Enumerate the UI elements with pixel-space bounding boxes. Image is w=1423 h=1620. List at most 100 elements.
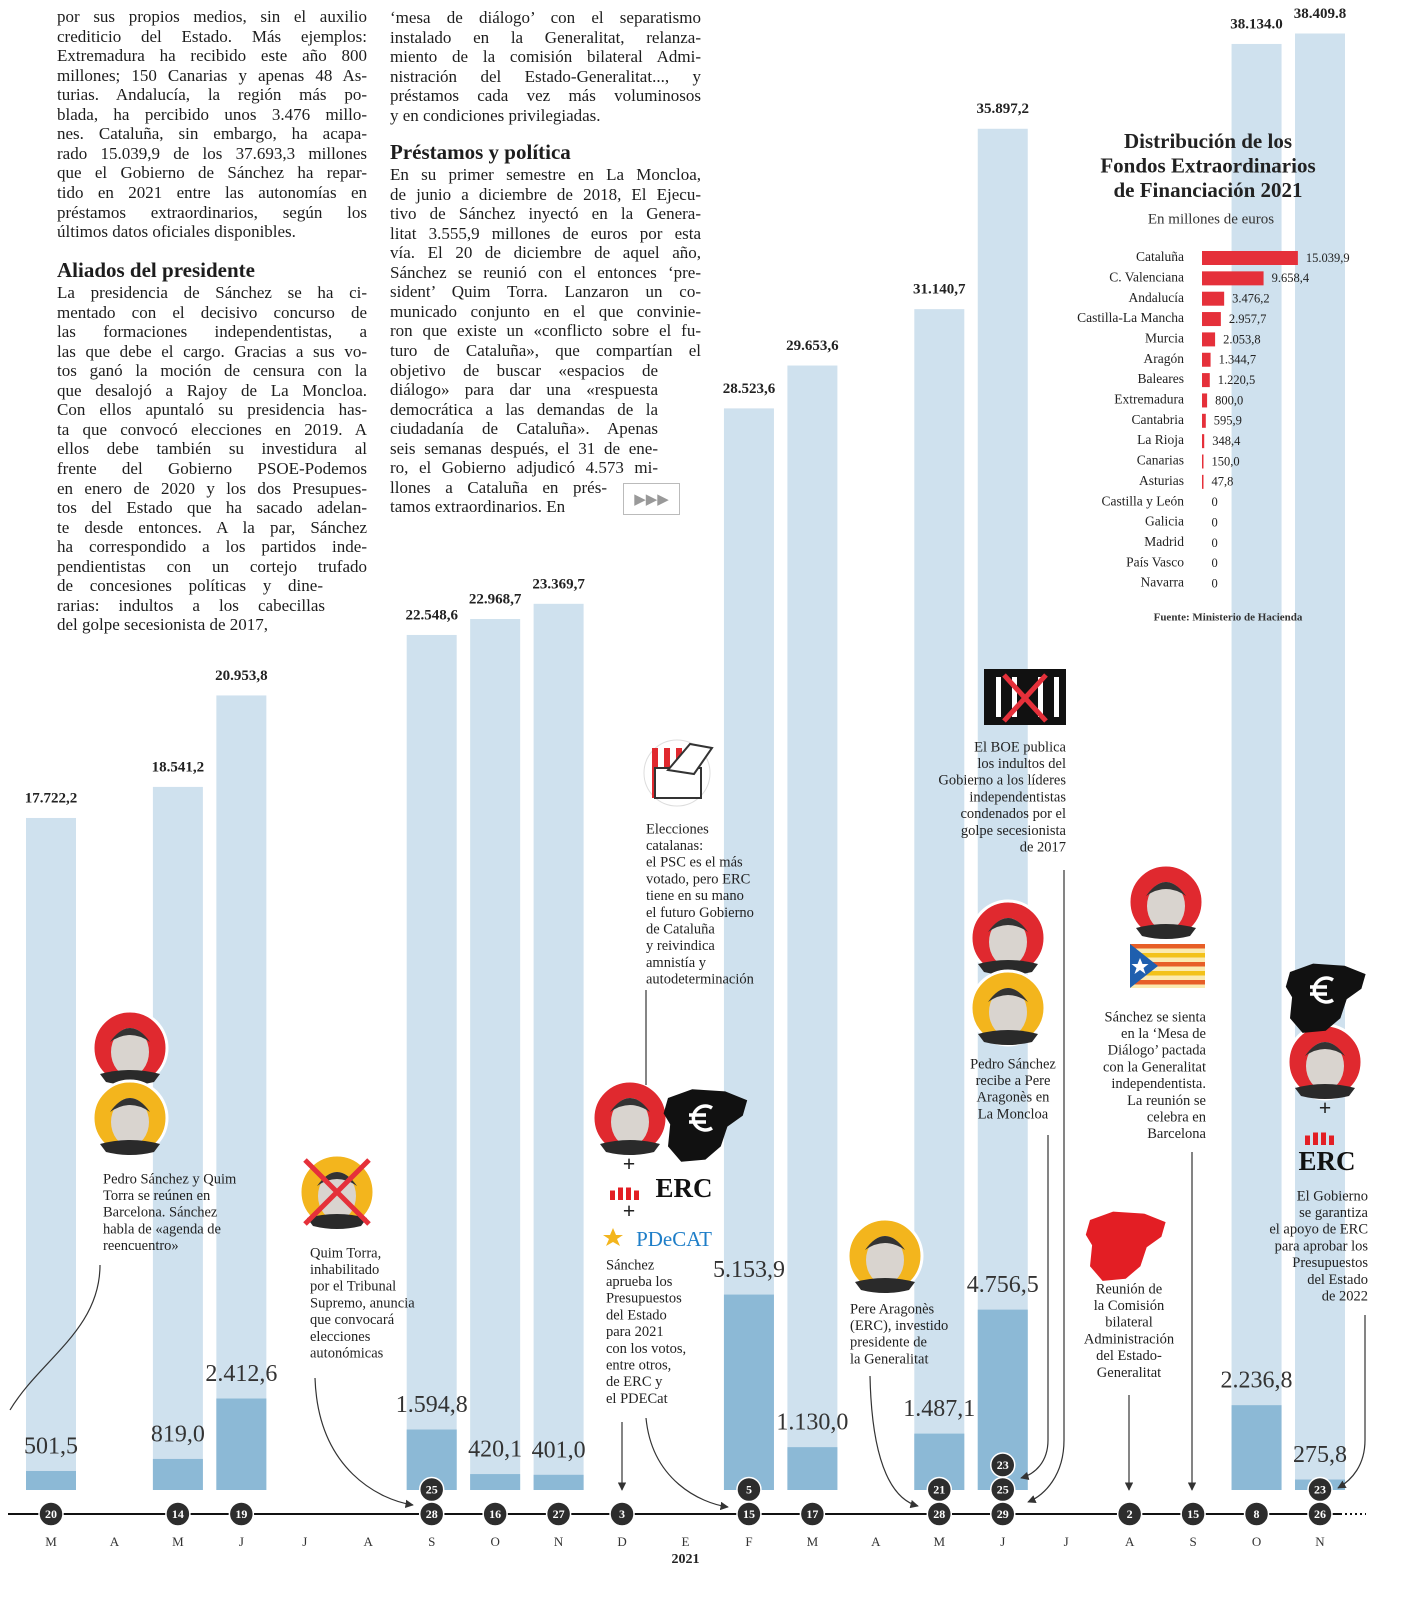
annotation: del Estado xyxy=(606,1307,667,1323)
article-line: nistración del Estado-Generalitat..., y xyxy=(390,67,701,87)
article-line: sident’ Quim Torra. Lanzaron un co- xyxy=(390,282,701,302)
article-line: democrática a las demandas de la xyxy=(390,400,658,420)
annotation: presidente de xyxy=(850,1335,927,1351)
bar xyxy=(787,1447,837,1490)
annotation: Pedro Sánchez xyxy=(970,1056,1056,1072)
date-label: 27 xyxy=(553,1507,565,1521)
article-line: por sus propios medios, sin el auxilio xyxy=(57,7,367,27)
article-line: ron que existe un «conflicto sobre el fu… xyxy=(390,321,701,341)
inset-category: Canarias xyxy=(1137,453,1184,468)
x-tick-label: N xyxy=(554,1534,564,1549)
date-label: 28 xyxy=(933,1507,945,1521)
date-label: 5 xyxy=(746,1482,752,1496)
value-label: 18.541,2 xyxy=(152,759,205,775)
article-line: ha correspondido a los partidos inde- xyxy=(57,537,367,557)
inset-category: Galicia xyxy=(1145,514,1184,529)
value-label: 401,0 xyxy=(532,1437,586,1463)
value-label: 22.968,7 xyxy=(469,591,522,607)
bar xyxy=(724,1295,774,1490)
inset-category: País Vasco xyxy=(1126,554,1184,569)
annotation: Administración xyxy=(1084,1331,1175,1347)
annotation: se garantiza xyxy=(1299,1205,1368,1221)
article-heading: Préstamos y política xyxy=(390,140,571,164)
value-label: 38.409.8 xyxy=(1294,6,1347,22)
indultos-bar xyxy=(1054,677,1059,717)
article-line: ‘mesa de diálogo’ con el separatismo xyxy=(390,8,701,28)
annotation: golpe secesionista xyxy=(961,823,1067,839)
inset-title: Fondos Extraordinarios xyxy=(1100,153,1315,177)
inset-category: Extremadura xyxy=(1114,392,1184,407)
article-line: frente del Gobierno PSOE-Podemos xyxy=(57,459,367,479)
article-line: blada, ha percibido unos 3.476 millo- xyxy=(57,105,367,125)
bar xyxy=(787,366,837,1490)
date-label: 3 xyxy=(619,1507,625,1521)
date-label: 15 xyxy=(743,1507,755,1521)
inset-bar xyxy=(1202,393,1207,407)
inset-subtitle: En millones de euros xyxy=(1148,211,1274,227)
inset-value-label: 0 xyxy=(1212,536,1218,550)
bar xyxy=(534,604,584,1490)
inset-bar xyxy=(1202,332,1215,346)
annotation: la Comisión xyxy=(1094,1298,1165,1314)
annotation: Pere Aragonès xyxy=(850,1301,935,1317)
date-label: 23 xyxy=(997,1458,1009,1472)
bar xyxy=(407,635,457,1490)
portrait-body xyxy=(100,1140,160,1155)
annotation: inhabilitado xyxy=(310,1262,379,1278)
annotation: independentistas xyxy=(969,789,1066,805)
value-label: 29.653,6 xyxy=(786,338,839,354)
value-label: 20.953,8 xyxy=(215,668,268,684)
article-line: La presidencia de Sánchez se ha ci- xyxy=(57,283,367,303)
annotation: y reivindica xyxy=(646,938,715,954)
inset-value-label: 1.344,7 xyxy=(1219,353,1257,367)
annotation: reencuentro» xyxy=(103,1238,179,1254)
value-label: 31.140,7 xyxy=(913,282,966,298)
article-line: y en condiciones privilegiadas. xyxy=(390,106,701,126)
annotation: amnistía y xyxy=(646,955,707,971)
value-label: 35.897,2 xyxy=(977,101,1030,117)
annotation: elecciones xyxy=(310,1329,371,1345)
inset-bar xyxy=(1202,434,1204,448)
x-tick-label: F xyxy=(745,1534,752,1549)
article-line: En su primer semestre en La Moncloa, xyxy=(390,165,701,185)
inset-category: Madrid xyxy=(1144,534,1184,549)
inset-category: Andalucía xyxy=(1129,290,1184,305)
article-line: Con ellos apuntaló su presidencia has- xyxy=(57,400,367,420)
inset-value-label: 150,0 xyxy=(1212,454,1240,468)
article-line: rarias: indultos a los cabecillas xyxy=(57,596,325,616)
annotation: Barcelona. Sánchez xyxy=(103,1205,218,1221)
date-label: 29 xyxy=(997,1507,1009,1521)
annotation: Presupuestos xyxy=(1292,1255,1368,1271)
x-tick-label: J xyxy=(1000,1534,1005,1549)
annotation: tiene en su mano xyxy=(646,888,744,904)
x-tick-label: M xyxy=(45,1534,57,1549)
date-label: 17 xyxy=(806,1507,818,1521)
article-line: objetivo de buscar «espacios de xyxy=(390,361,658,381)
article-line: que desalojó a Rajoy de La Moncloa. xyxy=(57,381,367,401)
date-label: 19 xyxy=(235,1507,247,1521)
logo: + xyxy=(623,1198,636,1223)
inset-value-label: 47,8 xyxy=(1212,475,1234,489)
article-line: municado conjunto en el que convinie- xyxy=(390,302,701,322)
date-label: 28 xyxy=(426,1507,438,1521)
annotation: condenados por el xyxy=(961,806,1067,822)
spain-map xyxy=(1086,1212,1166,1281)
erc-mark xyxy=(610,1191,615,1201)
inset-category: Baleares xyxy=(1138,371,1184,386)
inset-value-label: 1.220,5 xyxy=(1218,373,1256,387)
annotation: entre otros, xyxy=(606,1358,671,1374)
annotation: el futuro Gobierno xyxy=(646,905,754,921)
article-line: diálogo» para dar una «respuesta xyxy=(390,380,658,400)
article-heading: Aliados del presidente xyxy=(57,258,255,282)
article-line: millones; 150 Canarias y apenas 48 As- xyxy=(57,66,367,86)
article-line: crediticio del Estado. Más ejemplos: xyxy=(57,27,367,47)
inset-value-label: 595,9 xyxy=(1214,414,1242,428)
inset-bar xyxy=(1202,414,1206,428)
inset-bar xyxy=(1202,271,1264,285)
year-label: 2021 xyxy=(672,1552,700,1567)
article-line: seis semanas después, el 31 de ene- xyxy=(390,439,658,459)
value-label: 28.523,6 xyxy=(723,381,776,397)
annotation: celebra en xyxy=(1147,1110,1207,1126)
x-tick-label: A xyxy=(364,1534,374,1549)
x-tick-label: S xyxy=(428,1534,435,1549)
